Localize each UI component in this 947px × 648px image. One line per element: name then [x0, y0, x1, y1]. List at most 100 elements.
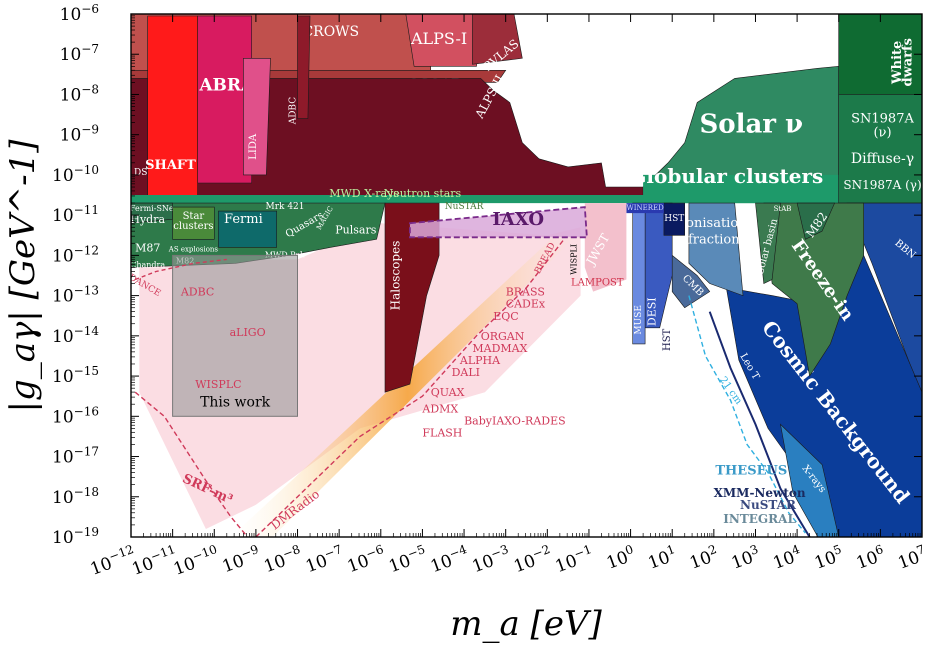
alps-i-label: ALPS-I — [410, 29, 467, 48]
ionisation-fraction-region — [688, 202, 744, 297]
wisplc-label: WISPLC — [195, 378, 241, 391]
stab-label: StAB — [774, 205, 792, 213]
star-label: Star — [183, 211, 205, 222]
proj-alpha-label: ALPHA — [459, 354, 501, 367]
y-tick-label: 10−15 — [52, 364, 99, 387]
haloscope-projection-line — [255, 238, 565, 537]
sn1987a-nu-sub-label: (ν) — [873, 126, 891, 141]
adbc-lab-region — [297, 15, 311, 119]
proj-dali-label: DALI — [452, 366, 480, 379]
y-tick-label: 10−19 — [52, 525, 99, 548]
hst-label: HST — [662, 328, 673, 351]
this-work-box — [172, 254, 299, 417]
y-tick-label: 10−6 — [60, 2, 99, 25]
winered-label: WINERED — [627, 204, 665, 212]
proj-cadex-label: CADEx — [506, 298, 546, 311]
adbc-proj-label: ADBC — [180, 286, 214, 299]
white-label: White — [890, 41, 905, 85]
plot-area: CROWSALPS-IOSQARPVLASCASTALPS-IIDSNALPAB… — [130, 14, 922, 537]
y-tick-label: 10−9 — [60, 123, 99, 146]
x-tick-label: 10−2 — [510, 542, 555, 577]
m87-label: M87 — [135, 241, 160, 254]
haloscopes-label: Haloscopes — [389, 241, 403, 311]
x-tick-label: 10−1 — [552, 542, 597, 577]
this-work-label: This work — [200, 394, 271, 410]
leo-t-line — [708, 311, 811, 537]
nustar-label: NuSTAR — [740, 498, 797, 512]
cmb-region — [671, 254, 711, 309]
muse-label: MUSE — [634, 305, 644, 335]
lida-region — [243, 58, 271, 176]
y-axis-title: |g_aγ| [GeV^-1] — [3, 139, 43, 413]
theseus-label: THESEUS — [715, 464, 787, 479]
star-clusters-region — [172, 206, 215, 240]
solar-basin-region — [755, 202, 781, 284]
y-tick-label: 10−8 — [60, 83, 99, 106]
desi-label: DESI — [646, 297, 659, 326]
proj-quax-label: QUAX — [431, 386, 465, 399]
x-tick-label: 105 — [811, 542, 846, 574]
haloscopes-region — [384, 202, 440, 393]
cast-label: CAST — [532, 126, 605, 155]
iaxo-region — [409, 206, 588, 239]
hst-top-label: HST — [664, 214, 684, 224]
jwst-region — [584, 203, 627, 292]
wispli-label: WISPLI — [570, 244, 579, 275]
winered-region — [626, 203, 664, 214]
proj-babyiaxo-rades-label: BabyIAXO-RADES — [464, 414, 566, 427]
srf-m3-line — [134, 391, 249, 537]
x-tick-label: 102 — [686, 542, 721, 574]
sn1987a-nu-region — [838, 94, 922, 204]
y-tick-label: 10−17 — [52, 445, 99, 468]
pvlas-region — [472, 14, 523, 65]
lida-label: LIDA — [248, 133, 259, 160]
x-tick-label: 104 — [769, 542, 805, 574]
x-tick-label: 107 — [894, 542, 929, 574]
ionisation-label: Ionisation — [681, 216, 747, 231]
proj-admx-label: ADMX — [421, 402, 458, 415]
axis-titles: m_a [eV] |g_aγ| [GeV^-1] — [3, 139, 602, 644]
crows-label: CROWS — [302, 24, 359, 40]
nustar-astro-label: NuSTAR — [445, 202, 484, 212]
y-tick-label: 10−18 — [52, 485, 99, 508]
chandra-label: Chandra — [130, 261, 165, 270]
x-axis-title: m_a [eV] — [450, 604, 602, 644]
x-tick-label: 106 — [853, 542, 888, 574]
x-tick-label: 10−9 — [219, 542, 264, 577]
fermi-sne-label: Fermi-SNe — [130, 204, 174, 213]
y-tick-label: 10−16 — [52, 404, 99, 427]
y-tick-label: 10−10 — [52, 163, 99, 186]
x-tick-label: 10−8 — [260, 542, 305, 577]
clusters-label: clusters — [173, 221, 213, 232]
y-tick-label: 10−14 — [52, 324, 99, 347]
aligo-label: aLIGO — [230, 326, 266, 339]
fermi-label: Fermi — [224, 212, 263, 227]
21cm-line — [688, 295, 806, 534]
neutron-stars-label: Neutron stars — [384, 187, 462, 200]
hydra-label: Hydra — [130, 213, 165, 226]
x-rays-region — [780, 423, 840, 537]
as-explosions-label: AS explosions — [168, 245, 219, 253]
x-tick-label: 10−7 — [302, 542, 347, 577]
x-tick-label: 103 — [728, 542, 763, 574]
sn1987a-nu-label: SN1987A — [851, 112, 914, 127]
x-tick-label: 100 — [603, 542, 638, 574]
mwd-xrays-label: MWD X-rays — [329, 187, 399, 200]
x-tick-label: 10−10 — [170, 542, 222, 580]
diffuse-gamma-label: Diffuse-γ — [851, 151, 914, 167]
proj-madmax-label: MADMAX — [472, 342, 527, 355]
x-tick-label: 10−6 — [344, 542, 389, 577]
proj-eqc-label: EQC — [493, 310, 518, 323]
shaft-label: SHAFT — [145, 158, 196, 173]
y-tick-label: 10−12 — [52, 243, 99, 266]
tick-marks — [130, 13, 923, 538]
solar-nu-label: Solar ν — [699, 110, 803, 140]
sn1987a-gamma-label: SN1987A (γ) — [843, 178, 921, 192]
fermi-region — [218, 210, 277, 248]
plot-frame — [130, 13, 923, 538]
globular-clusters-label: Globular clusters — [629, 164, 823, 188]
y-tick-label: 10−11 — [52, 203, 99, 226]
alps-i-region — [405, 14, 482, 67]
y-tick-label: 10−13 — [52, 284, 99, 307]
